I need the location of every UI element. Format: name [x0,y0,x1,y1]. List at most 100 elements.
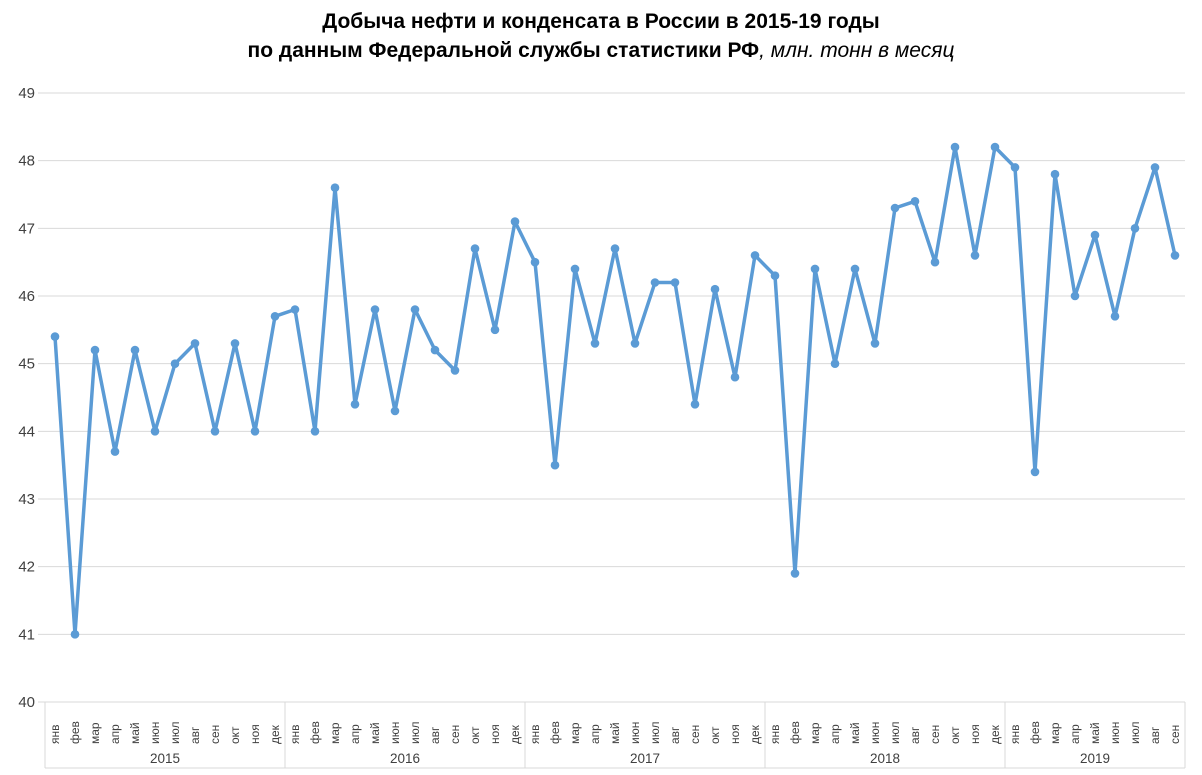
data-point-marker [930,257,940,267]
y-axis-tick-label: 47 [18,220,35,237]
y-axis-tick-label: 42 [18,559,35,576]
data-point-marker [830,359,840,369]
data-point-marker [230,339,240,348]
data-point-marker [310,427,320,436]
data-point-marker [150,427,160,436]
data-point-marker [530,257,540,267]
data-point-marker [350,400,360,409]
data-point-marker [770,271,780,281]
x-axis-month-label: авг [908,726,922,744]
data-point-marker [190,339,200,348]
chart-subtitle-bold: по данным Федеральной службы статистики … [247,38,760,62]
x-axis-month-label: июл [1128,722,1142,744]
data-point-marker [90,345,100,355]
x-axis-month-label: ноя [248,724,262,744]
x-axis-month-label: дек [508,724,522,744]
x-axis-month-label: апр [1068,724,1082,744]
data-point-marker [430,345,440,355]
x-axis-month-label: июн [868,722,882,744]
x-axis-month-label: сен [1168,725,1182,744]
x-axis-month-label: июл [888,722,902,744]
chart-title-line1: Добыча нефти и конденсата в России в 201… [322,10,880,33]
x-axis-month-label: мар [88,722,102,744]
x-axis-month-label: май [608,722,622,744]
data-point-marker [1050,169,1060,179]
data-point-marker [810,264,820,274]
x-axis-month-label: апр [348,724,362,744]
x-axis-month-label: мар [1048,722,1062,744]
x-axis-month-label: фев [68,721,82,744]
x-axis-year-label: 2015 [150,751,180,766]
x-axis-month-label: фев [308,721,322,744]
data-point-marker [970,251,980,260]
data-point-marker [850,264,860,274]
x-axis-month-label: май [1088,722,1102,744]
x-axis-month-label: ноя [968,724,982,744]
y-axis-tick-label: 48 [18,153,35,170]
data-point-marker [1070,291,1080,301]
data-point-marker [670,278,680,287]
x-axis-month-label: июн [148,722,162,744]
data-point-marker [70,630,80,639]
data-series-layer [50,142,1180,639]
x-axis-year-label: 2017 [630,751,660,766]
x-axis-month-label: дек [748,724,762,744]
x-axis-month-label: янв [768,725,782,745]
chart-title-block: Добыча нефти и конденсата в России в 201… [0,8,1202,66]
x-axis-month-label: окт [708,726,722,744]
data-point-marker [270,312,280,321]
y-axis-tick-label: 41 [18,626,35,643]
data-point-marker [730,372,740,382]
x-axis-month-label: авг [1148,726,1162,744]
data-point-marker [1090,230,1100,240]
y-axis-tick-label: 45 [18,356,35,373]
x-axis-year-label: 2016 [390,751,420,766]
data-point-marker [630,339,640,348]
data-point-marker [1130,224,1140,233]
x-axis-month-label: авг [668,726,682,744]
x-axis-month-label: ноя [488,724,502,744]
x-axis-month-label: авг [188,726,202,744]
data-point-marker [290,305,300,314]
data-point-marker [250,427,260,436]
data-point-marker [1110,312,1120,321]
y-axis-tick-label: 44 [18,423,35,440]
data-point-marker [210,427,220,436]
data-point-marker [910,197,920,206]
data-point-marker [590,339,600,348]
x-axis-month-label: фев [1028,721,1042,744]
data-point-marker [1170,251,1180,260]
data-point-marker [410,305,420,314]
data-point-marker [1150,163,1160,172]
x-axis-month-label: янв [1008,725,1022,745]
x-axis-month-label: апр [108,724,122,744]
data-point-marker [710,284,720,294]
x-axis-month-label: июл [648,722,662,744]
data-point-marker [110,447,120,456]
chart-title-line2: по данным Федеральной службы статистики … [0,37,1202,66]
x-axis-month-label: ноя [728,724,742,744]
x-axis-month-label: сен [448,725,462,744]
data-point-marker [950,142,960,152]
x-axis-month-label: окт [468,726,482,744]
data-point-marker [1010,163,1020,172]
x-axis-month-label: янв [528,725,542,745]
data-point-marker [510,217,520,226]
data-point-marker [890,203,900,213]
x-axis-year-label: 2019 [1080,751,1110,766]
y-axis-tick-label: 49 [18,85,35,102]
x-axis-month-label: апр [588,724,602,744]
data-point-marker [790,569,800,578]
data-point-marker [390,406,400,416]
x-axis-month-label: сен [928,725,942,744]
x-axis-month-label: июн [628,722,642,744]
x-axis-month-label: янв [288,725,302,745]
y-axis-tick-label: 40 [18,694,35,711]
data-point-marker [470,244,480,253]
x-axis-month-label: мар [328,722,342,744]
data-point-marker [570,264,580,274]
x-axis-month-label: сен [208,725,222,744]
data-point-marker [690,400,700,409]
x-axis-month-label: июл [168,722,182,744]
data-point-marker [170,359,180,369]
